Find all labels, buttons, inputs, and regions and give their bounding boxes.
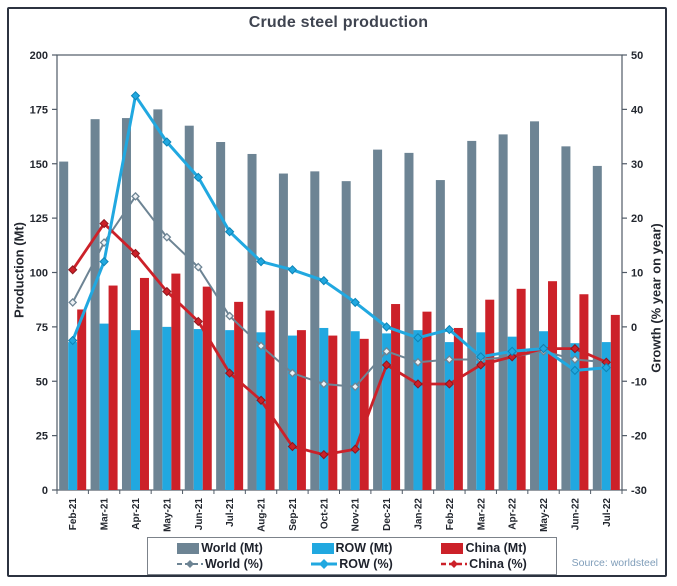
svg-text:Jul-22: Jul-22 xyxy=(602,498,613,527)
left-axis-ticks: 0 25 50 75 100 125 150 175 200 xyxy=(30,50,57,497)
svg-text:Feb-21: Feb-21 xyxy=(68,498,79,531)
svg-text:Feb-22: Feb-22 xyxy=(445,498,456,531)
svg-text:Sep-21: Sep-21 xyxy=(288,498,299,531)
svg-text:25: 25 xyxy=(36,431,48,443)
svg-text:Oct-21: Oct-21 xyxy=(319,498,330,530)
svg-text:Apr-22: Apr-22 xyxy=(508,498,519,530)
china-bar-swatch-icon xyxy=(441,542,464,554)
legend-item-world-pct: World (%) xyxy=(176,556,264,571)
svg-text:Mar-22: Mar-22 xyxy=(476,498,487,531)
legend-label: World (Mt) xyxy=(201,540,263,555)
legend-item-china-pct: China (%) xyxy=(441,558,527,571)
svg-text:75: 75 xyxy=(36,322,48,334)
svg-text:20: 20 xyxy=(631,213,643,225)
svg-text:Jan-22: Jan-22 xyxy=(413,498,424,530)
line-china- xyxy=(67,218,612,460)
bars-row-mt- xyxy=(68,323,611,490)
legend-item-row-pct: ROW (%) xyxy=(311,556,393,571)
svg-text:Nov-21: Nov-21 xyxy=(351,498,362,532)
legend-label: ROW (Mt) xyxy=(335,540,393,555)
legend-item-china-mt: China (Mt) xyxy=(441,540,527,555)
world-line-glyph-icon xyxy=(176,559,203,569)
svg-text:0: 0 xyxy=(42,485,48,497)
svg-text:30: 30 xyxy=(631,159,643,171)
svg-text:Jun-22: Jun-22 xyxy=(570,498,581,531)
x-axis-labels: Feb-21 Mar-21 Apr-21 May-21 Jun-21 Jul-21 Aug-… xyxy=(56,490,623,532)
svg-text:0: 0 xyxy=(631,322,637,334)
world-bar-swatch-icon xyxy=(177,542,200,554)
legend-label: ROW (%) xyxy=(339,556,393,571)
svg-text:125: 125 xyxy=(30,213,48,225)
source-note: Source: worldsteel xyxy=(571,557,658,569)
svg-text:-30: -30 xyxy=(631,485,647,497)
row-bar-swatch-icon xyxy=(311,542,334,554)
chart-title: Crude steel production xyxy=(248,14,429,31)
left-axis-title: Production (Mt) xyxy=(11,221,27,319)
legend-label: World (%) xyxy=(204,556,264,571)
svg-text:May-22: May-22 xyxy=(539,498,550,532)
legend: World (Mt) ROW (Mt) China (Mt) World (%)… xyxy=(147,537,557,575)
svg-text:Dec-21: Dec-21 xyxy=(382,498,393,531)
legend-label: China (Mt) xyxy=(465,540,527,555)
row-line-glyph-icon xyxy=(311,559,338,569)
svg-text:Aug-21: Aug-21 xyxy=(257,498,268,532)
legend-label: China (%) xyxy=(469,556,527,571)
svg-text:50: 50 xyxy=(631,50,643,62)
svg-text:100: 100 xyxy=(30,268,48,280)
svg-text:175: 175 xyxy=(30,104,48,116)
svg-text:-10: -10 xyxy=(631,376,647,388)
svg-text:10: 10 xyxy=(631,268,643,280)
page-frame xyxy=(7,7,667,577)
svg-text:150: 150 xyxy=(30,159,48,171)
right-axis-title: Growth (% year on year) xyxy=(648,223,664,373)
svg-text:40: 40 xyxy=(631,104,643,116)
line-row- xyxy=(67,91,612,376)
svg-text:May-21: May-21 xyxy=(162,498,173,532)
svg-text:50: 50 xyxy=(36,376,48,388)
china-line-glyph-icon xyxy=(441,559,468,569)
right-axis-ticks: -30 -20 -10 0 10 20 30 40 50 xyxy=(622,50,647,497)
svg-text:-20: -20 xyxy=(631,431,647,443)
legend-item-world-mt: World (Mt) xyxy=(177,542,263,555)
svg-text:Mar-21: Mar-21 xyxy=(100,498,111,531)
svg-text:Jun-21: Jun-21 xyxy=(194,498,205,531)
svg-text:Apr-21: Apr-21 xyxy=(131,498,142,530)
svg-text:200: 200 xyxy=(30,50,48,62)
bars-china-mt- xyxy=(77,273,620,490)
legend-item-row-mt: ROW (Mt) xyxy=(311,540,393,555)
svg-text:Jul-21: Jul-21 xyxy=(225,498,236,527)
